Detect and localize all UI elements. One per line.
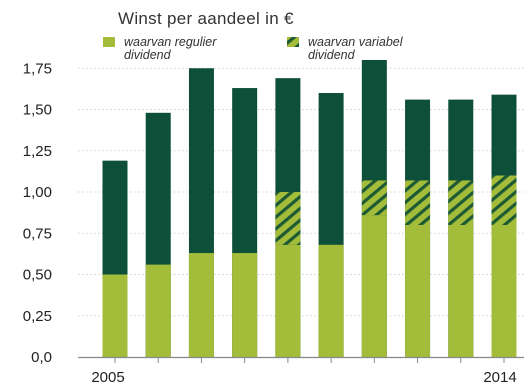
y-tick-label: 1,50 [23,102,52,119]
bar-variabel-2014 [491,175,517,225]
legend-label-variabel: waarvan variabel dividend [308,35,406,62]
bar-regulier-2010 [318,244,344,357]
y-tick-label: 1,75 [23,60,52,77]
y-tick-label: 0,25 [23,308,52,325]
legend-label-regulier-line2: dividend [124,48,172,62]
legend-label-variabel-line2: dividend [308,48,356,62]
legend-swatch-variabel [287,37,299,47]
bar-regulier-2007 [188,253,214,357]
y-tick-label: 0,0 [31,349,52,366]
bar-variabel-2009 [275,192,301,245]
bar-regulier-2006 [145,264,171,357]
bar-variabel-2013 [448,180,474,225]
bar-variabel-2011 [361,180,387,216]
y-tick-label: 1,25 [23,143,52,160]
bar-regulier-2011 [361,215,387,357]
x-axis-labels: 2005 2014 [91,369,516,386]
bar-regulier-2012 [405,225,431,357]
legend: waarvan regulier dividend waarvan variab… [103,35,406,62]
legend-label-regulier: waarvan regulier dividend [124,35,220,62]
y-tick-label: 0,75 [23,225,52,242]
bar-regulier-2005 [102,274,128,357]
x-tick-label: 2005 [91,369,124,386]
legend-label-regulier-line1: waarvan regulier [124,35,217,49]
legend-swatch-regulier [103,37,115,47]
bar-regulier-2014 [491,225,517,357]
chart-title: Winst per aandeel in € [118,9,294,28]
bars [102,60,517,358]
x-tick-label: 2014 [483,369,516,386]
y-tick-label: 0,50 [23,267,52,284]
legend-label-variabel-line1: waarvan variabel [308,35,404,49]
x-axis [78,356,524,363]
bar-regulier-2013 [448,225,474,357]
bar-regulier-2008 [232,253,258,357]
bar-regulier-2009 [275,244,301,357]
y-axis-ticks: 0,0 0,25 0,50 0,75 1,00 1,25 1,50 1,75 [23,60,52,366]
y-tick-label: 1,00 [23,184,52,201]
bar-variabel-2012 [405,180,431,225]
